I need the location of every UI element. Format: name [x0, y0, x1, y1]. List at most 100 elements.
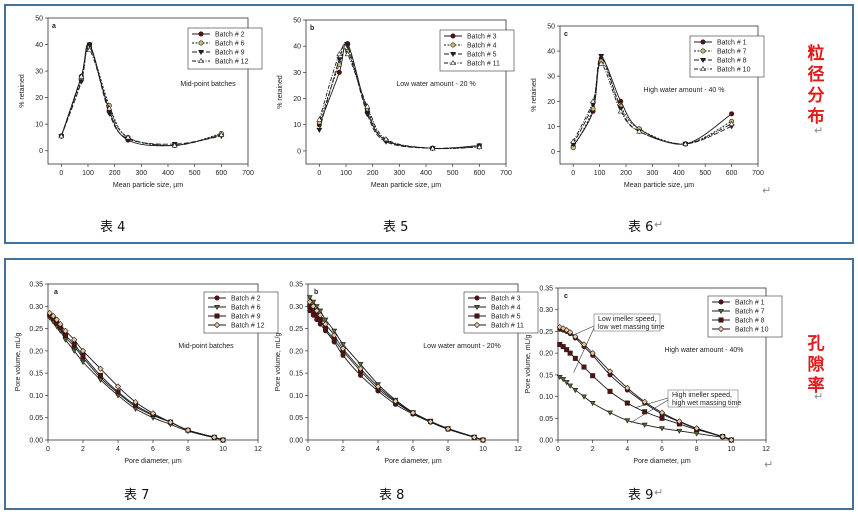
data-point [339, 345, 347, 352]
return-mark: ↵ [814, 390, 824, 403]
legend-entry: Batch # 8 [712, 317, 765, 325]
series-batch-4 [306, 295, 486, 444]
data-point [97, 377, 104, 383]
y-tick-label: 0.35 [539, 286, 553, 293]
x-tick-label: 4 [376, 446, 380, 453]
legend: Batch # 1 Batch # 7 Batch # 8 Batch # 10 [689, 35, 765, 78]
x-axis-label: Pore diameter, µm [384, 458, 442, 465]
side-label-char: 分 [807, 86, 825, 106]
legend-entry: Batch # 9 [208, 313, 261, 321]
y-tick-label: 0.10 [289, 393, 303, 400]
y-axis-label: Pore volume, mL/g [15, 333, 22, 392]
data-point [46, 309, 53, 317]
x-tick-label: 500 [189, 170, 201, 177]
data-point [580, 341, 588, 348]
legend-label: Batch # 7 [735, 309, 765, 316]
y-tick-label: 0.05 [29, 415, 43, 422]
plot-frame [47, 17, 249, 165]
x-tick-label: 8 [695, 446, 699, 453]
caption-table-5: 表 5 [383, 220, 409, 235]
legend-entry: Batch # 5 [444, 52, 497, 59]
data-point [322, 321, 329, 328]
legend-label: Batch # 1 [717, 40, 747, 47]
legend-marker [198, 40, 204, 46]
y-axis-label: Pore volume, mL/g [525, 335, 532, 394]
x-tick-label: 0 [571, 170, 575, 177]
panel-letter: c [564, 31, 568, 38]
x-tick-label: 100 [594, 170, 606, 177]
x-axis-label: Mean particle size, µm [371, 182, 441, 189]
y-tick-label: 30 [293, 70, 301, 77]
x-tick-label: 300 [135, 170, 147, 177]
legend-label: Batch # 9 [231, 314, 261, 321]
data-point [636, 128, 643, 134]
series-batch-12 [58, 46, 225, 148]
chart-note: Mid-point batches [180, 81, 236, 88]
legend-label: Batch # 6 [231, 305, 261, 312]
data-point [641, 398, 648, 405]
data-point [598, 54, 605, 60]
x-tick-label: 6 [411, 446, 415, 453]
y-tick-label: 0.25 [289, 326, 303, 333]
data-point [383, 136, 389, 142]
annotation-arrow [571, 325, 595, 337]
y-tick-label: 0.30 [539, 307, 553, 314]
x-tick-label: 10 [727, 446, 735, 453]
annotation-high-speed: High imeller speed,high wet massing time [667, 389, 741, 408]
y-tick-label: 40 [547, 49, 555, 56]
side-label-char: 布 [807, 107, 825, 127]
x-tick-label: 600 [215, 170, 227, 177]
x-tick-label: 300 [393, 170, 405, 177]
y-tick-label: 0.20 [29, 348, 43, 355]
series-batch-3 [307, 308, 486, 443]
data-point [322, 317, 329, 323]
legend: Batch # 1 Batch # 7 Batch # 8 Batch # 10 [707, 295, 783, 338]
chart-svg: 0 100 200 300 400 500 600 700 0 10 20 30 40 50 Mean pa… [531, 24, 765, 189]
series-batch-2 [47, 312, 226, 443]
legend-entry: Batch # 9 [192, 50, 245, 57]
data-point [728, 120, 735, 126]
series-batch-10 [556, 324, 735, 444]
y-tick-label: 0.00 [539, 438, 553, 445]
y-tick-label: 50 [293, 18, 301, 25]
y-axis-label: Pore volume, mL/g [275, 333, 282, 392]
annotation-arrow [630, 399, 669, 423]
data-point [357, 365, 364, 372]
y-tick-label: 20 [293, 96, 301, 103]
annotation-text: Low imeller speed, [598, 316, 656, 323]
panel-letter: b [310, 25, 314, 32]
side-label-char: 粒 [807, 44, 825, 64]
legend-label: Batch # 1 [735, 300, 765, 307]
x-tick-label: 12 [254, 446, 262, 453]
x-tick-label: 500 [447, 170, 459, 177]
legend-entry: Batch # 3 [444, 33, 497, 41]
y-tick-label: 0.25 [29, 326, 43, 333]
series-line [309, 297, 484, 441]
x-tick-label: 100 [340, 170, 352, 177]
y-axis-label: % retained [531, 78, 538, 112]
return-mark: ↵ [814, 124, 824, 137]
series-batch-7 [556, 374, 735, 444]
annotation-arrow [573, 327, 595, 373]
data-point [624, 384, 631, 391]
legend-entry: Batch # 10 [694, 65, 751, 74]
legend-marker [214, 304, 220, 311]
annotation-arrow [635, 397, 669, 408]
annotation-text: low wet massing time [598, 324, 665, 331]
data-point [344, 51, 351, 57]
x-tick-label: 6 [151, 446, 155, 453]
caption-table-7: 表 7 [124, 488, 150, 503]
series-batch-12 [46, 309, 227, 444]
data-point [693, 425, 700, 432]
data-point [115, 389, 121, 395]
data-point [78, 73, 85, 79]
y-tick-label: 40 [35, 42, 43, 49]
chart-table-4: 0 100 200 300 400 500 600 700 0 10 20 30 40 50 Mean pa… [18, 12, 263, 197]
series-batch-5 [307, 303, 486, 443]
legend-entry: Batch # 6 [192, 40, 245, 48]
data-point [171, 142, 178, 148]
data-point [729, 111, 735, 117]
legend-marker [718, 299, 724, 305]
data-point [570, 138, 577, 144]
legend-label: Batch # 4 [491, 305, 521, 312]
